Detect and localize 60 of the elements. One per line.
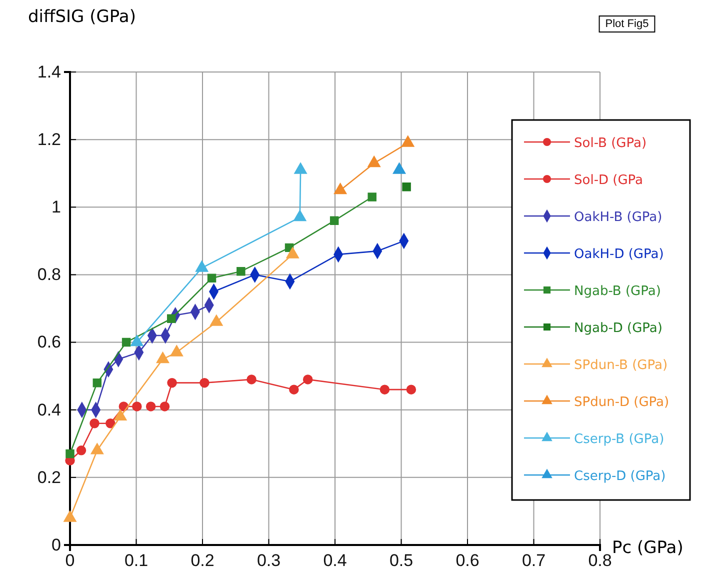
- point: [236, 266, 246, 276]
- legend-label: Cserp-B (GPa): [574, 432, 664, 447]
- point: [380, 384, 390, 394]
- point: [246, 374, 256, 384]
- x-tick-label: 0.4: [323, 551, 347, 570]
- point: [76, 446, 86, 456]
- point: [286, 247, 299, 258]
- point: [66, 449, 74, 458]
- legend-label: Sol-D (GPa: [574, 173, 644, 188]
- point: [167, 378, 177, 388]
- point: [368, 156, 380, 168]
- point: [302, 374, 313, 384]
- point: [402, 182, 411, 192]
- y-tick-label: 1: [52, 198, 61, 217]
- point: [195, 260, 208, 272]
- legend-label: SPdun-D (GPa): [574, 395, 670, 410]
- y-axis-title: diffSIG (GPa): [28, 7, 136, 27]
- legend-label: Ngab-B (GPa): [574, 284, 661, 299]
- legend-label: Ngab-D (GPa): [574, 321, 662, 336]
- point: [392, 162, 406, 174]
- point: [92, 378, 102, 388]
- legend-label: SPdun-B (GPa): [574, 358, 668, 373]
- legend-label: OakH-B (GPa): [574, 210, 662, 225]
- y-tick-label: 1.2: [37, 130, 61, 150]
- point: [406, 384, 416, 394]
- text: Plot Fig5: [605, 18, 649, 30]
- point: [166, 314, 176, 324]
- point: [160, 402, 170, 412]
- y-tick-label: 0.2: [37, 468, 61, 487]
- point: [401, 136, 414, 147]
- legend-label: Sol-B (GPa): [574, 136, 647, 151]
- y-tick-label: 0.4: [37, 400, 61, 420]
- point: [294, 210, 306, 222]
- y-tick-label: 0.8: [37, 265, 61, 284]
- x-tick-label: 0.5: [389, 551, 414, 570]
- point: [106, 418, 116, 428]
- x-axis-title: Pc (GPa): [612, 538, 684, 558]
- x-tick-label: 0.1: [124, 551, 148, 570]
- point: [122, 338, 131, 347]
- point: [334, 182, 347, 194]
- x-tick-label: 0: [65, 551, 75, 570]
- y-tick-label: 0.6: [37, 332, 61, 352]
- y-tick-label: 0: [52, 535, 61, 554]
- x-tick-label: 0.8: [588, 551, 612, 570]
- point: [330, 216, 339, 226]
- point: [90, 418, 100, 428]
- x-tick-label: 0.2: [190, 551, 214, 570]
- legend-label: Cserp-D (GPa): [574, 469, 666, 484]
- point: [207, 274, 216, 282]
- x-tick-label: 0.6: [456, 551, 480, 570]
- y-tick-label: 1.4: [37, 62, 61, 82]
- point: [289, 384, 299, 394]
- point: [200, 378, 210, 388]
- x-tick-label: 0.7: [522, 551, 546, 570]
- point: [294, 162, 307, 174]
- x-tick-label: 0.3: [256, 551, 281, 570]
- point: [368, 192, 376, 202]
- legend-label: OakH-D (GPa): [574, 247, 664, 262]
- point: [146, 402, 156, 412]
- point: [132, 402, 142, 412]
